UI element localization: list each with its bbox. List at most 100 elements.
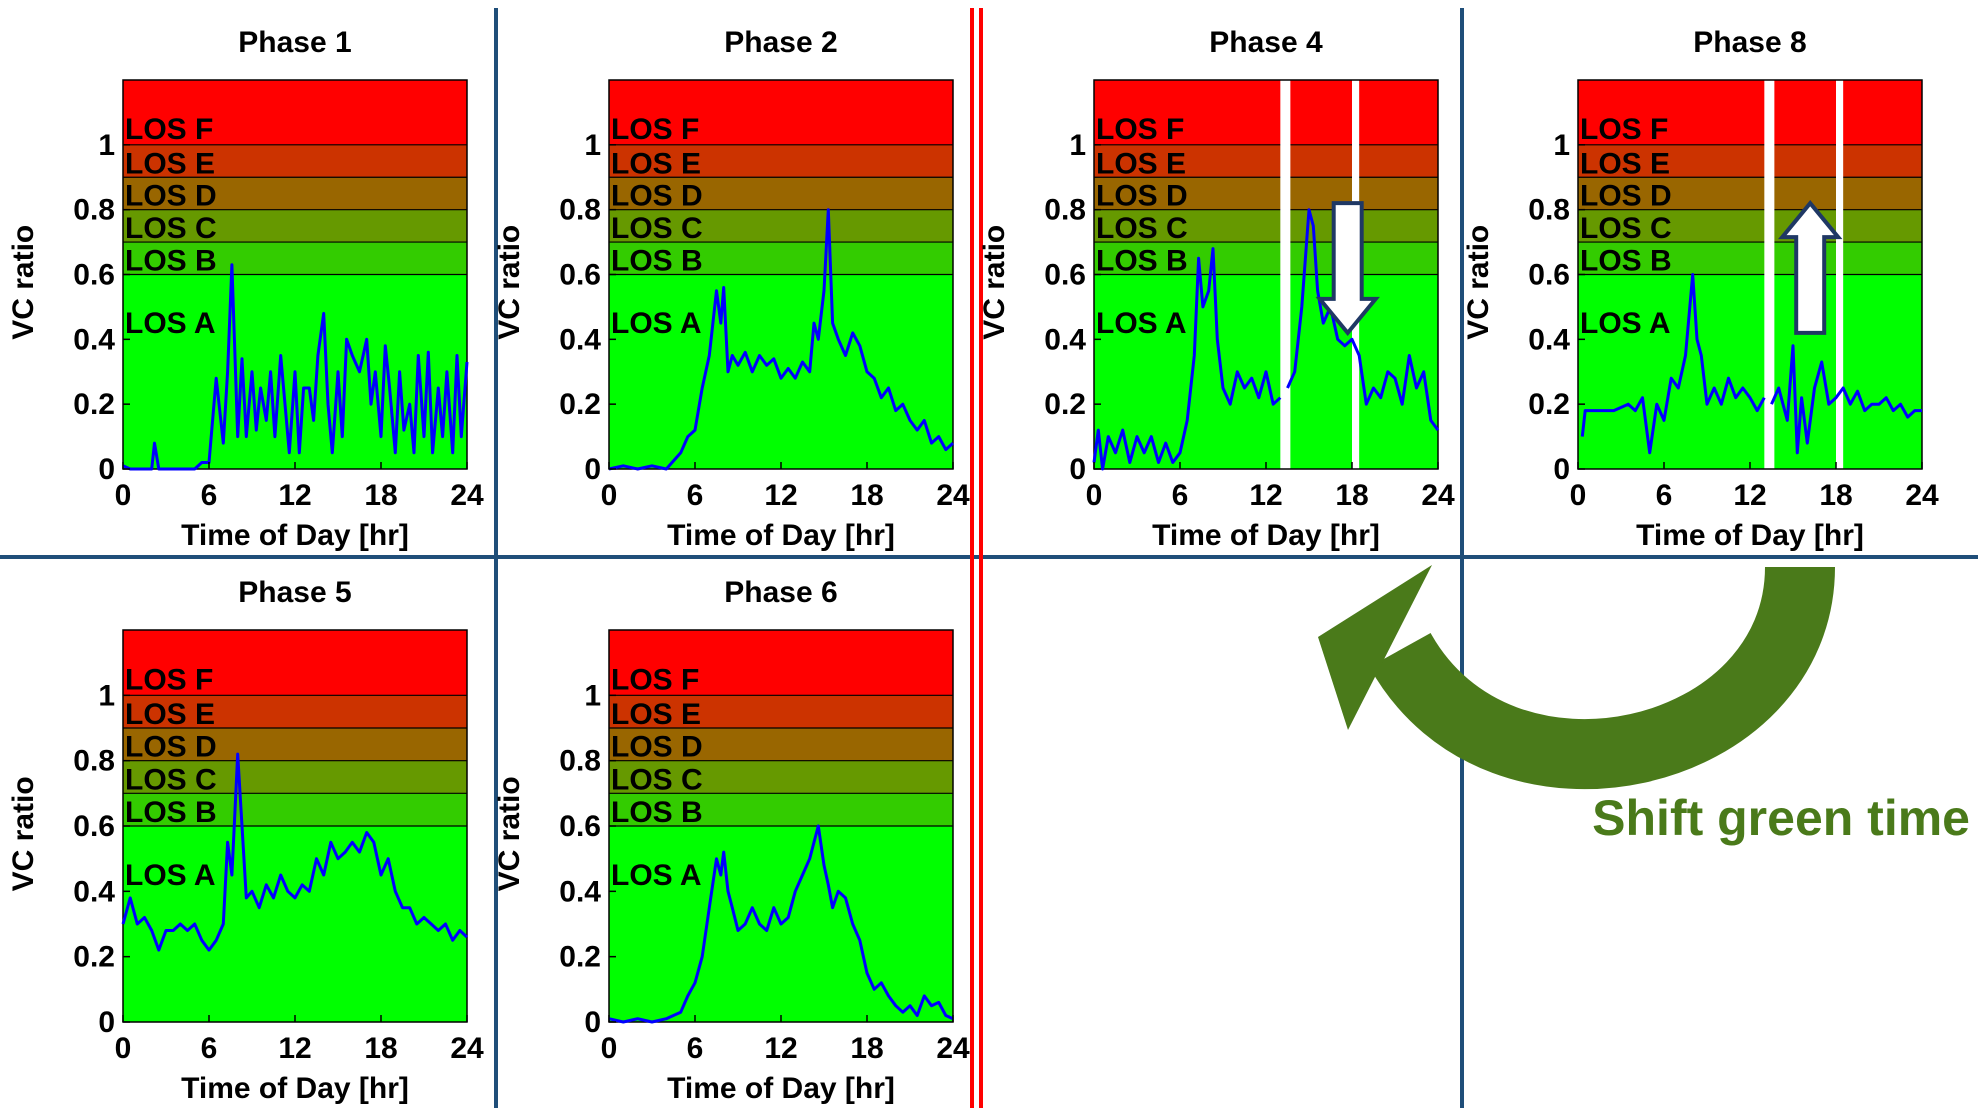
los-band (609, 177, 953, 210)
y-tick-label: 0.2 (73, 941, 115, 974)
los-band (609, 80, 953, 145)
red-divider (970, 8, 983, 1108)
los-label: LOS E (125, 698, 215, 731)
y-tick-label: 0.2 (559, 941, 601, 974)
los-band (1094, 209, 1438, 243)
y-tick-label: 0 (584, 453, 601, 486)
los-label: LOS B (611, 245, 703, 278)
x-tick-label: 12 (764, 1032, 797, 1065)
x-tick-label: 6 (687, 479, 704, 512)
y-tick-label: 0.4 (73, 323, 115, 356)
series-line (1580, 273, 1922, 455)
los-band (609, 728, 953, 761)
los-band (609, 760, 953, 794)
los-band (609, 144, 953, 178)
y-tick-label: 1 (584, 679, 601, 712)
y-tick-label: 1 (98, 679, 115, 712)
y-tick-label: 0.4 (1528, 323, 1570, 356)
y-tick-label: 0.4 (559, 323, 601, 356)
los-label: LOS F (611, 663, 699, 696)
los-band (1578, 80, 1922, 145)
y-tick-label: 0.4 (1044, 323, 1086, 356)
los-band (609, 274, 953, 469)
decrease-arrow (1315, 201, 1380, 336)
los-label: LOS A (125, 859, 216, 892)
time-gap (1836, 80, 1844, 469)
x-tick-label: 6 (201, 1032, 218, 1065)
y-tick-label: 0 (98, 453, 115, 486)
los-label: LOS E (125, 147, 215, 180)
y-axis-label: VC ratio (7, 225, 40, 340)
los-label: LOS E (611, 698, 701, 731)
x-tick-label: 18 (1819, 479, 1852, 512)
y-tick-label: 0.8 (73, 194, 115, 227)
y-tick-label: 1 (1553, 129, 1570, 162)
los-label: LOS F (125, 663, 213, 696)
x-tick-label: 18 (1335, 479, 1368, 512)
y-axis-label: VC ratio (493, 776, 526, 891)
x-axis-label: Time of Day [hr] (1636, 519, 1864, 552)
los-label: LOS A (611, 307, 702, 340)
y-axis-label: VC ratio (7, 776, 40, 891)
y-tick-label: 0 (98, 1006, 115, 1039)
los-band (1578, 144, 1922, 178)
los-band (609, 695, 953, 728)
x-tick-label: 6 (1172, 479, 1189, 512)
x-tick-label: 18 (850, 1032, 883, 1065)
x-tick-label: 0 (1570, 479, 1587, 512)
los-band (123, 728, 467, 761)
y-tick-label: 1 (1069, 129, 1086, 162)
series-line (121, 752, 469, 952)
x-tick-label: 6 (201, 479, 218, 512)
series-line (608, 208, 955, 471)
chart-title: Phase 8 (1693, 26, 1806, 59)
y-tick-label: 0.8 (1044, 194, 1086, 227)
los-label: LOS F (1580, 113, 1668, 146)
y-tick-label: 0.6 (559, 259, 601, 292)
series-line (1092, 208, 1440, 471)
los-label: LOS D (1580, 180, 1672, 213)
chart-title: Phase 5 (238, 576, 351, 609)
los-label: LOS B (125, 796, 217, 829)
x-tick-label: 0 (115, 479, 132, 512)
x-tick-label: 24 (450, 1032, 484, 1065)
x-tick-label: 24 (936, 1032, 970, 1065)
los-label: LOS C (611, 763, 703, 796)
y-axis-label: VC ratio (1462, 225, 1495, 340)
los-band (1094, 80, 1438, 145)
series-line (608, 824, 954, 1024)
los-label: LOS A (1580, 307, 1671, 340)
shift-green-time-label: Shift green time (1592, 790, 1970, 846)
y-tick-label: 0.6 (559, 810, 601, 843)
los-band (123, 144, 467, 178)
time-gap (1764, 80, 1775, 469)
los-label: LOS E (611, 147, 701, 180)
y-tick-label: 1 (98, 129, 115, 162)
y-tick-label: 1 (584, 129, 601, 162)
los-band (1578, 242, 1922, 275)
x-axis-label: Time of Day [hr] (1152, 519, 1380, 552)
x-tick-label: 12 (278, 1032, 311, 1065)
increase-arrow (1777, 200, 1843, 335)
los-label: LOS C (611, 212, 703, 245)
x-tick-label: 18 (364, 1032, 397, 1065)
x-tick-label: 0 (115, 1032, 132, 1065)
y-tick-label: 0.4 (73, 875, 115, 908)
y-tick-label: 0 (584, 1006, 601, 1039)
chart-title: Phase 6 (724, 576, 837, 609)
los-label: LOS A (611, 859, 702, 892)
y-tick-label: 0.6 (1044, 259, 1086, 292)
los-band (123, 760, 467, 794)
los-label: LOS B (611, 796, 703, 829)
x-axis-label: Time of Day [hr] (667, 519, 895, 552)
y-tick-label: 0.2 (559, 388, 601, 421)
los-label: LOS D (125, 731, 217, 764)
los-band (1578, 274, 1922, 469)
los-label: LOS B (1580, 245, 1672, 278)
time-gap (1280, 80, 1291, 469)
los-band (123, 209, 467, 243)
